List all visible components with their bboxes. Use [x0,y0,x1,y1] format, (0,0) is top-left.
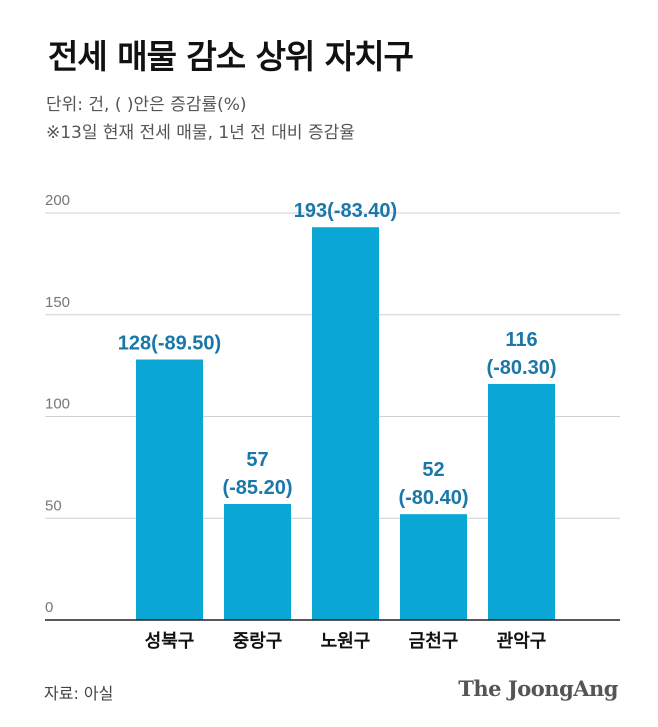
y-tick-label: 100 [45,396,70,413]
x-tick-label: 금천구 [409,631,459,652]
data-label: 116 [505,329,537,351]
data-label: (-80.30) [486,357,556,379]
x-tick-label: 노원구 [321,631,371,652]
publisher-logo: The JoongAng [458,676,618,701]
data-label: 128(-89.50) [118,333,221,355]
data-label: 193(-83.40) [294,200,397,222]
data-label: (-80.40) [398,487,468,509]
data-label: 57 [246,449,268,471]
chart-title: 전세 매물 감소 상위 자치구 [48,37,414,76]
data-label: (-85.20) [222,477,292,499]
bar-관악구 [488,383,555,620]
bar-성북구 [136,359,203,620]
bar-노원구 [312,227,379,620]
data-label: 52 [422,459,444,481]
x-tick-label: 중랑구 [233,631,283,652]
y-tick-label: 0 [45,599,53,616]
footnote: ※13일 현재 전세 매물, 1년 전 대비 증감율 [46,123,355,143]
source-note: 자료: 아실 [44,684,114,703]
bar-금천구 [400,514,467,620]
unit-note: 단위: 건, ( )안은 증감률(%) [46,95,247,115]
x-tick-label: 관악구 [497,631,547,652]
y-tick-label: 200 [45,192,70,209]
bar-중랑구 [224,504,291,620]
x-tick-label: 성북구 [145,631,195,652]
y-tick-label: 150 [45,294,70,311]
y-tick-label: 50 [45,497,62,514]
